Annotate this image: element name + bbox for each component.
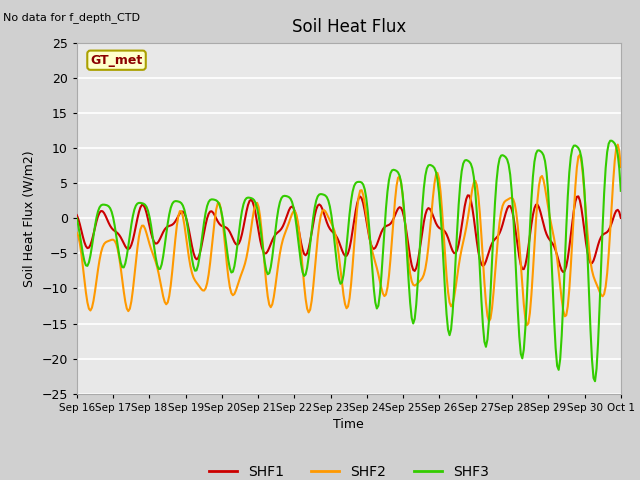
Text: No data for f_depth_CTD: No data for f_depth_CTD (3, 12, 140, 23)
Title: Soil Heat Flux: Soil Heat Flux (292, 18, 406, 36)
Legend: SHF1, SHF2, SHF3: SHF1, SHF2, SHF3 (204, 460, 494, 480)
X-axis label: Time: Time (333, 418, 364, 431)
Text: GT_met: GT_met (90, 54, 143, 67)
Y-axis label: Soil Heat Flux (W/m2): Soil Heat Flux (W/m2) (23, 150, 36, 287)
